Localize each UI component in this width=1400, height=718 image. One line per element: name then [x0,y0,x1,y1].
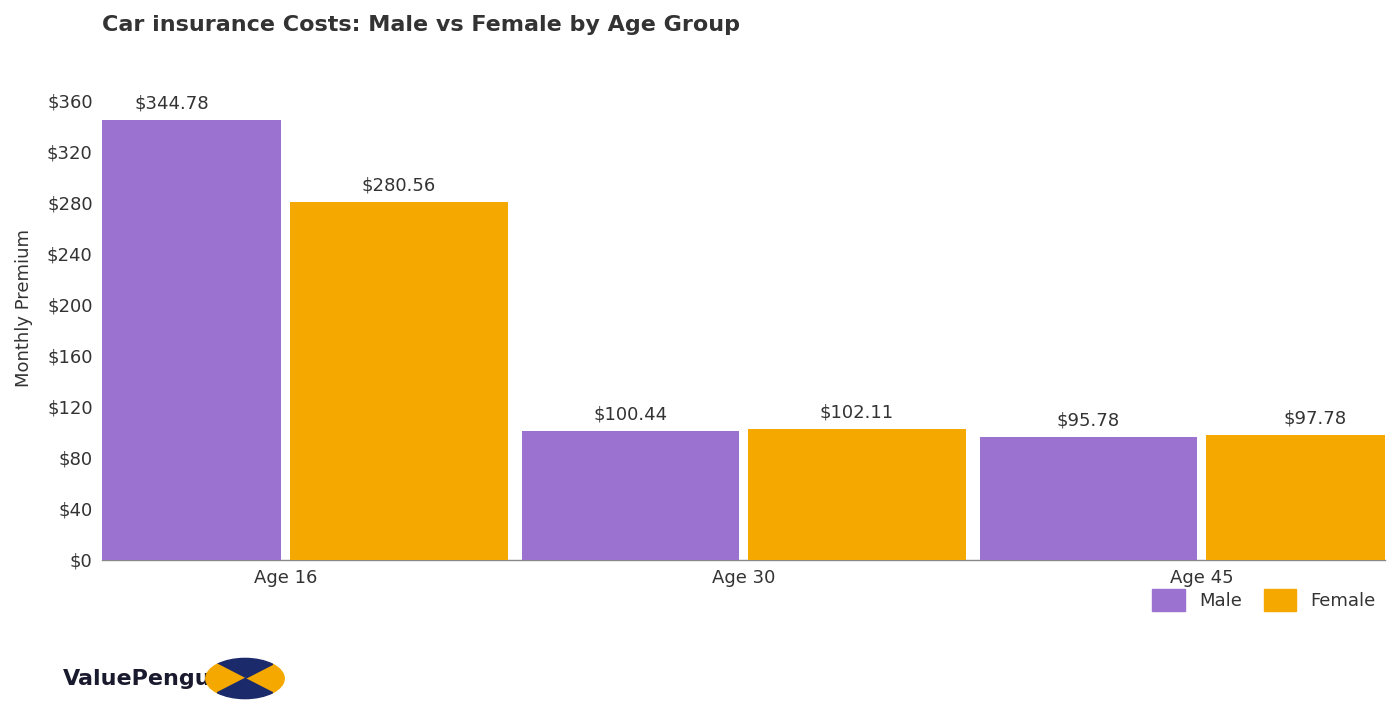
Text: $95.78: $95.78 [1057,412,1120,430]
Text: $97.78: $97.78 [1284,409,1347,427]
Bar [1207,435,1400,559]
Text: $102.11: $102.11 [820,404,895,421]
Text: $100.44: $100.44 [594,406,668,424]
Y-axis label: Monthly Premium: Monthly Premium [15,229,34,387]
Bar [290,202,508,559]
Bar [748,429,966,559]
Bar [980,437,1197,559]
Bar [522,432,739,559]
Text: $280.56: $280.56 [361,176,435,195]
Text: Car insurance Costs: Male vs Female by Age Group: Car insurance Costs: Male vs Female by A… [102,15,741,35]
Bar [63,120,281,559]
Text: ValuePenguin: ValuePenguin [63,668,235,689]
Legend: Male, Female: Male, Female [1152,589,1376,611]
Text: $344.78: $344.78 [134,94,210,113]
